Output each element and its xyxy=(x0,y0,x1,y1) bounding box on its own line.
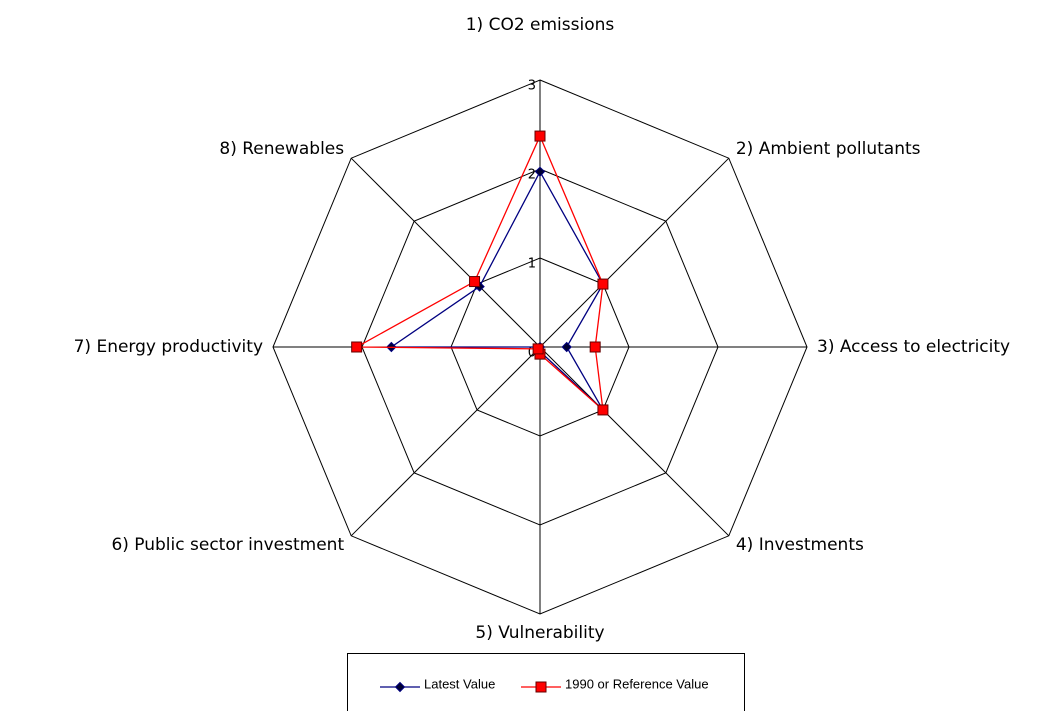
category-label: 5) Vulnerability xyxy=(475,623,604,643)
square-marker xyxy=(534,130,546,142)
category-label: 4) Investments xyxy=(736,535,864,555)
square-marker xyxy=(597,278,609,290)
category-label: 8) Renewables xyxy=(219,139,344,159)
category-label: 2) Ambient pollutants xyxy=(736,139,921,159)
tick-label: 1 xyxy=(528,257,536,272)
category-label: 1) CO2 emissions xyxy=(466,15,615,35)
series-line xyxy=(389,171,604,411)
diamond-marker xyxy=(561,341,572,353)
category-label: 7) Energy productivity xyxy=(74,337,263,357)
spoke xyxy=(539,346,730,537)
tick-label: 3 xyxy=(528,79,536,94)
spoke xyxy=(539,157,730,348)
legend-marker xyxy=(535,681,547,693)
square-marker xyxy=(469,276,481,288)
spoke xyxy=(350,346,541,537)
category-label: 6) Public sector investment xyxy=(111,535,344,555)
diamond-marker xyxy=(534,166,546,177)
spoke xyxy=(350,157,541,348)
square-marker xyxy=(589,341,601,353)
tick-label: 2 xyxy=(528,168,536,183)
legend-marker xyxy=(394,681,406,693)
square-marker xyxy=(351,341,363,353)
series-line xyxy=(354,135,604,412)
square-marker xyxy=(597,404,609,416)
category-label: 3) Access to electricity xyxy=(817,337,1010,357)
tick-label: 0 xyxy=(528,346,536,361)
legend-label: Latest Value xyxy=(424,676,495,691)
legend-label: 1990 or Reference Value xyxy=(565,676,709,691)
square-marker xyxy=(532,343,544,355)
